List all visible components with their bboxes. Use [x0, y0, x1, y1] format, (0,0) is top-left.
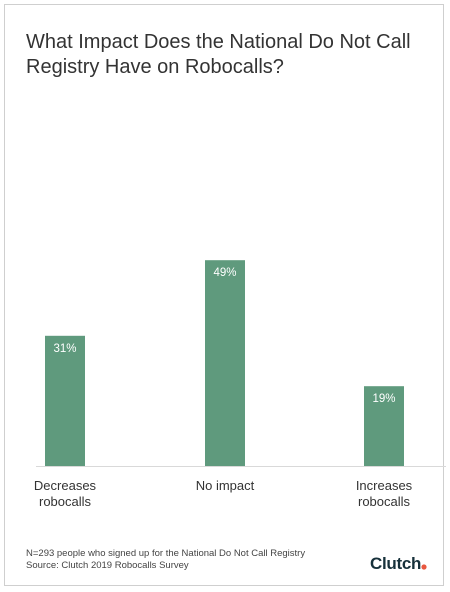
- category-label: robocalls: [39, 494, 92, 509]
- clutch-logo: Clutch: [370, 554, 422, 573]
- category-label: No impact: [196, 478, 255, 493]
- chart-title: What Impact Does the National Do Not Cal…: [26, 31, 411, 78]
- footnote: N=293 people who signed up for the Natio…: [26, 548, 305, 572]
- logo-dot-icon: [421, 564, 427, 570]
- bar-value-label: 19%: [372, 393, 395, 405]
- footnote-sample-size: N=293 people who signed up for the Natio…: [26, 548, 306, 559]
- bar-value-label: 49%: [213, 267, 236, 279]
- category-label: robocalls: [358, 494, 411, 509]
- footnote-source: Source: Clutch 2019 Robocalls Survey: [26, 560, 189, 571]
- category-label: Increases: [356, 478, 413, 493]
- bar-value-label: 31%: [53, 343, 76, 355]
- bar-2: [205, 260, 245, 466]
- bar-1: [45, 335, 85, 466]
- category-label: Decreases: [34, 478, 97, 493]
- bar-3: [364, 386, 404, 466]
